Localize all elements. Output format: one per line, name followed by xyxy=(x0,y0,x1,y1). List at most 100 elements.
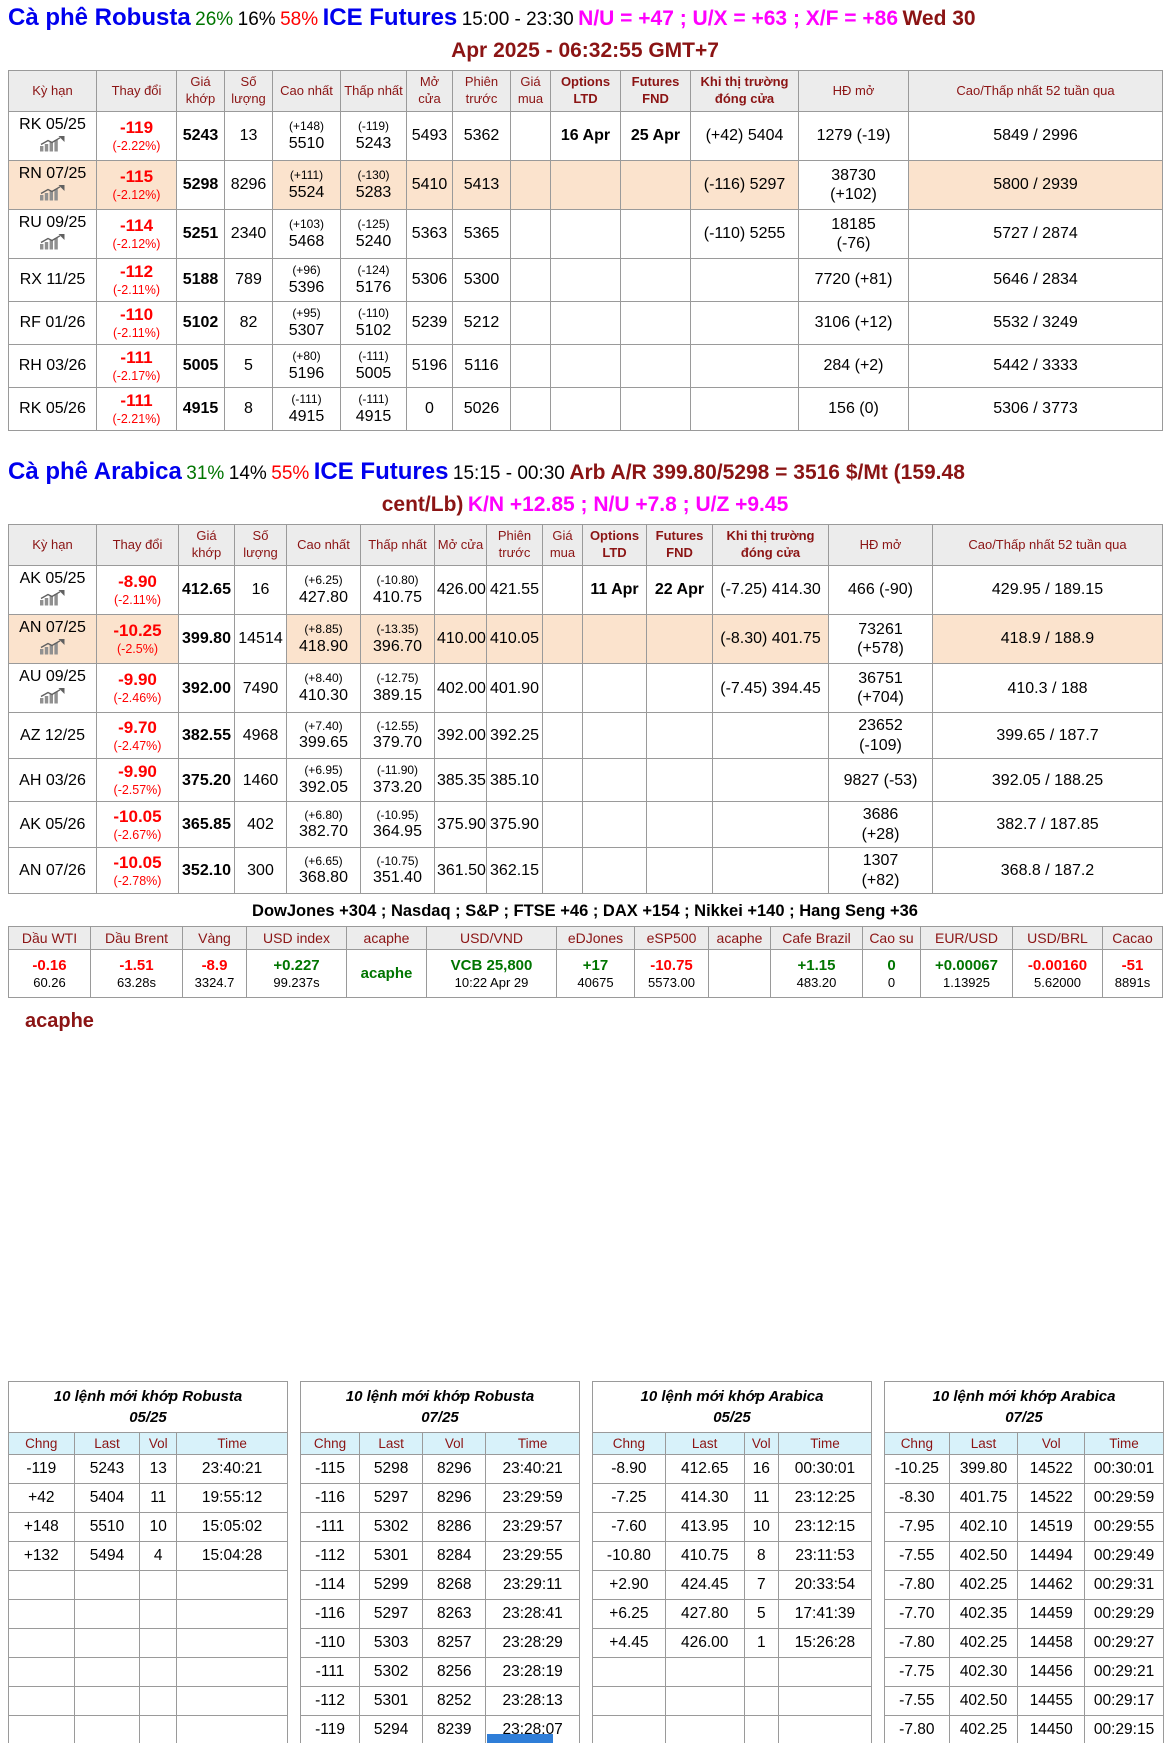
cell-change: -114 (-2.12%) xyxy=(96,209,177,260)
order-last xyxy=(73,1686,141,1716)
cell-futures-fnd xyxy=(646,663,713,714)
order-last: 427.80 xyxy=(664,1599,745,1629)
cell-52week-range: 5532 / 3249 xyxy=(908,301,1163,346)
chart-icon[interactable] xyxy=(39,233,66,256)
change-percent: (-2.46%) xyxy=(113,691,162,705)
index-value: +0.227 xyxy=(273,957,320,975)
low-value: 396.70 xyxy=(373,637,422,655)
open-interest-value: 36751 xyxy=(858,669,903,687)
cell-high: (-111) 4915 xyxy=(272,387,341,432)
order-volume: 13 xyxy=(139,1454,178,1484)
cell-futures-fnd xyxy=(646,614,713,665)
cell-open: 410.00 xyxy=(434,614,487,665)
order-table-4: 10 lệnh mới khớp Arabica 07/25 Chng Last Vol… xyxy=(884,1381,1164,1743)
order-table-1: 10 lệnh mới khớp Robusta 05/25 Chng Last Vol… xyxy=(8,1381,288,1743)
change-percent: (-2.67%) xyxy=(113,827,162,842)
open-interest-change: (+28) xyxy=(861,825,900,843)
index-sub-value: 10:22 Apr 29 xyxy=(454,975,529,991)
cell-bid xyxy=(510,209,551,260)
order-change: -7.25 xyxy=(592,1483,666,1513)
high-value: 5510 xyxy=(288,134,325,152)
low-value: 5005 xyxy=(355,364,392,382)
index-value: +17 xyxy=(582,957,609,975)
order-volume xyxy=(743,1715,779,1743)
chart-icon[interactable] xyxy=(39,135,66,158)
cell-change: -10.05 (-2.67%) xyxy=(96,801,179,849)
order-last xyxy=(664,1686,745,1716)
order-volume: 8286 xyxy=(422,1512,487,1542)
order-change: -7.80 xyxy=(884,1628,950,1658)
cell-bid xyxy=(542,614,583,665)
order-row: +42 5404 11 19:55:12 xyxy=(8,1483,288,1513)
order-row: +132 5494 4 15:04:28 xyxy=(8,1541,288,1571)
cell-futures-fnd xyxy=(646,847,713,895)
order-last: 5297 xyxy=(359,1599,424,1629)
col-header: Vol xyxy=(1017,1432,1086,1455)
cell-volume: 7490 xyxy=(234,663,287,714)
open-interest-value: 38730 xyxy=(831,166,876,184)
order-volume: 8296 xyxy=(422,1454,487,1484)
low-value: 389.15 xyxy=(373,686,422,704)
cell-volume: 300 xyxy=(234,847,287,895)
cell-change: -9.90 (-2.46%) xyxy=(96,663,179,714)
order-last: 402.10 xyxy=(948,1512,1019,1542)
order-time: 00:29:29 xyxy=(1084,1599,1164,1629)
index-value: 0 xyxy=(887,957,896,975)
cell-after-close: (-7.45) 394.45 xyxy=(712,663,829,714)
contract-label: AZ 12/25 xyxy=(20,727,85,745)
chart-icon[interactable] xyxy=(39,589,66,612)
cell-change: -115 (-2.12%) xyxy=(96,160,177,211)
order-volume xyxy=(743,1686,779,1716)
order-change: +132 xyxy=(8,1541,75,1571)
chart-icon[interactable] xyxy=(39,687,66,710)
order-row xyxy=(592,1657,873,1687)
cell-open-interest: 466 (-90) xyxy=(828,565,933,616)
cell-open: 375.90 xyxy=(434,801,487,849)
index-value: VCB 25,800 xyxy=(450,957,533,975)
low-diff: (-13.35) xyxy=(376,622,419,637)
chart-icon[interactable] xyxy=(39,638,66,661)
index-cell: -8.9 3324.7 xyxy=(182,949,247,999)
open-interest-change: (+578) xyxy=(857,640,904,658)
chart-icon[interactable] xyxy=(39,184,66,207)
order-row xyxy=(592,1686,873,1716)
order-change: -10.25 xyxy=(884,1454,950,1484)
low-value: 5176 xyxy=(355,278,392,296)
order-table-header-row: Chng Last Vol Time xyxy=(884,1432,1164,1455)
robusta-title: Cà phê Robusta xyxy=(8,4,191,31)
index-sub-value: 483.20 xyxy=(796,975,837,991)
order-last: 5301 xyxy=(359,1541,424,1571)
cell-bid xyxy=(510,160,551,211)
cell-after-close xyxy=(690,301,799,346)
cell-bid xyxy=(542,847,583,895)
order-row: -112 5301 8284 23:29:55 xyxy=(299,1541,580,1571)
order-volume: 11 xyxy=(139,1483,178,1513)
order-volume: 14462 xyxy=(1017,1570,1086,1600)
cell-open-interest: 23652 (-109) xyxy=(828,712,933,760)
change-percent: (-2.11%) xyxy=(113,592,161,607)
cell-previous: 5116 xyxy=(452,344,511,389)
high-value: 382.70 xyxy=(299,823,348,841)
low-diff: (-110) xyxy=(357,306,390,321)
order-volume: 1 xyxy=(743,1628,779,1658)
order-change xyxy=(8,1657,75,1687)
order-last: 5294 xyxy=(359,1715,424,1743)
cell-contract: AK 05/26 xyxy=(8,801,97,849)
order-change: +2.90 xyxy=(592,1570,666,1600)
contract-label: RK 05/25 xyxy=(19,116,86,134)
futures-row: RH 03/26 -111 (-2.17%) 5005 5 (+80) 5196 (-111)… xyxy=(8,344,1163,389)
index-cell: +1.15 483.20 xyxy=(770,949,863,999)
index-sub-value: 1.13925 xyxy=(943,975,990,991)
order-time xyxy=(777,1657,873,1687)
cell-low: (-10.75) 351.40 xyxy=(360,847,435,895)
index-cell: +0.227 99.237s xyxy=(246,949,347,999)
order-time: 17:41:39 xyxy=(777,1599,873,1629)
arabica-title: Cà phê Arabica xyxy=(8,458,182,486)
cell-52week-range: 368.8 / 187.2 xyxy=(932,847,1163,895)
col-header: Số lượng xyxy=(224,70,273,113)
index-cell: VCB 25,800 10:22 Apr 29 xyxy=(426,949,557,999)
order-last xyxy=(73,1599,141,1629)
cell-contract: AH 03/26 xyxy=(8,758,97,803)
order-volume: 8268 xyxy=(422,1570,487,1600)
